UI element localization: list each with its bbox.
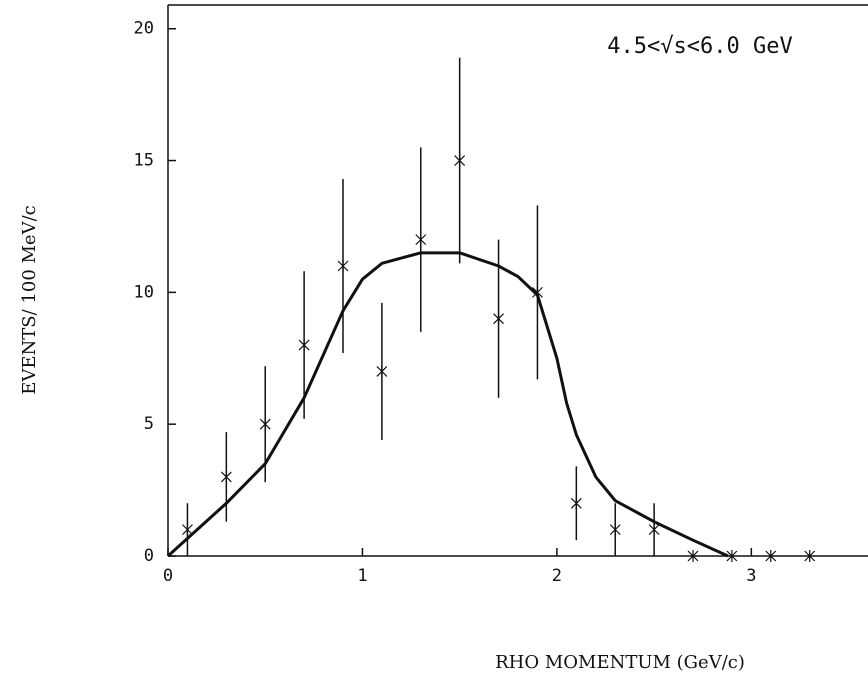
data-point: [493, 312, 504, 325]
data-point: [182, 523, 193, 536]
data-point: [687, 550, 699, 562]
data-point: [726, 550, 738, 562]
data-point: [337, 260, 349, 272]
annotation: 4.5<√s<6.0 GeV: [607, 34, 792, 59]
data-point: [804, 550, 816, 562]
x-tick-label: 3: [746, 566, 756, 586]
data-point: [609, 523, 621, 536]
data-point: [454, 154, 466, 167]
data-point: [220, 470, 232, 483]
fit-curve: [166, 251, 729, 558]
y-tick-label: 20: [134, 19, 154, 39]
x-tick-label: 0: [163, 566, 173, 586]
x-tick-label: 1: [357, 566, 367, 586]
data-point: [415, 233, 427, 246]
data-point: [376, 365, 388, 378]
data-point: [259, 418, 271, 431]
y-tick-label: 15: [134, 151, 154, 171]
data-point: [648, 523, 660, 536]
y-axis-label: EVENTS/ 100 MeV/c: [19, 205, 40, 394]
data-point: [765, 550, 777, 562]
data-point: [298, 339, 310, 352]
y-tick-label: 0: [144, 546, 154, 566]
y-tick-label: 5: [144, 414, 154, 434]
x-axis-label: RHO MOMENTUM (GeV/c): [495, 652, 745, 673]
data-point: [570, 497, 582, 510]
y-tick-label: 10: [134, 282, 154, 302]
data-point: [532, 286, 543, 299]
x-tick-label: 2: [552, 566, 562, 586]
